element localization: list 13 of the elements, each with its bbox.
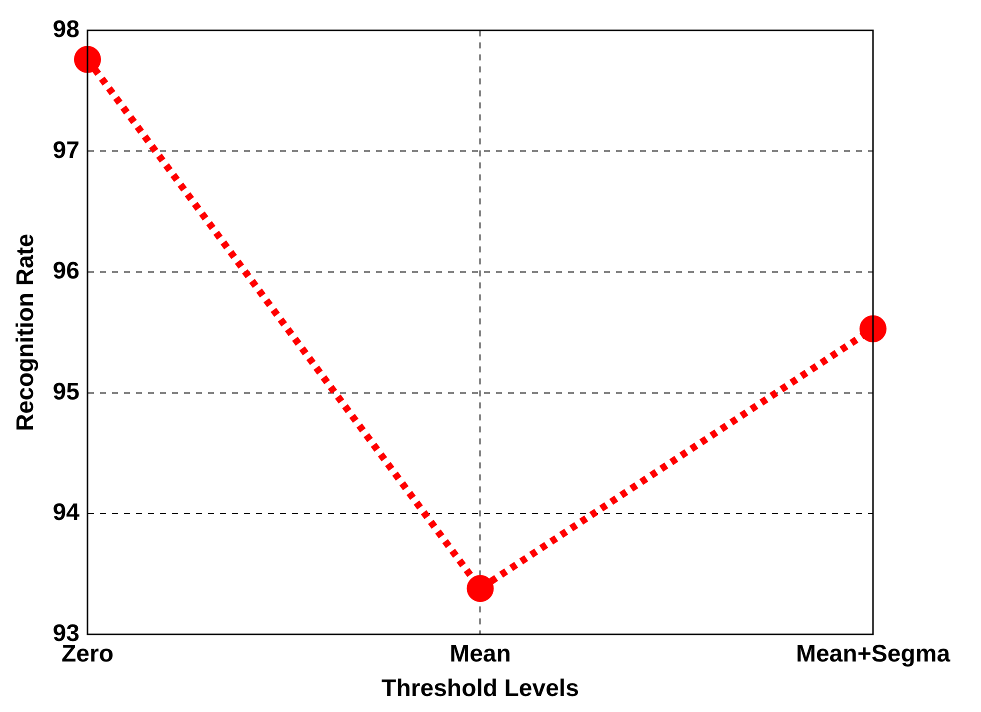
point [466, 574, 494, 602]
y-tick-label: 98 [52, 16, 80, 44]
y-tick-label: 96 [52, 258, 80, 285]
y-tick-label: 94 [52, 499, 80, 526]
x-tick-label: Zero [61, 640, 114, 668]
x-tick-label: Mean [450, 640, 511, 668]
point [860, 315, 886, 342]
y-tick-label: 95 [52, 378, 80, 406]
y-tick-label: 97 [52, 136, 80, 164]
y-axis-title: Recognition Rate [12, 234, 40, 432]
point [74, 46, 101, 73]
x-tick-label: Mean+Segma [796, 640, 951, 668]
x-axis-title: Threshold Levels [382, 675, 579, 702]
